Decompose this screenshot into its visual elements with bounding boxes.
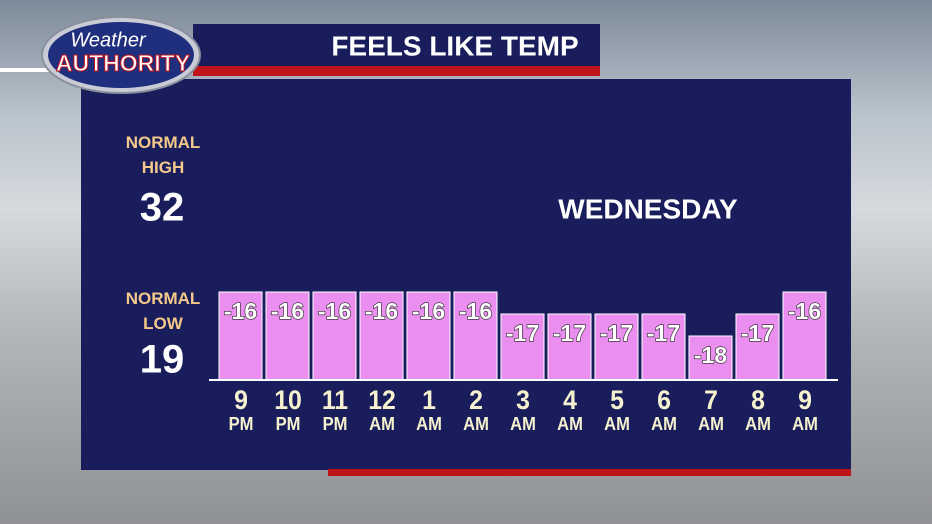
normal-low-label: NORMAL LOW (125, 289, 201, 333)
value-label: -17 (600, 320, 633, 346)
x-tick-label: 10 PM (273, 385, 302, 434)
x-tick-label: 11 PM (321, 385, 348, 434)
logo-text: Weather (70, 29, 147, 51)
bar (359, 291, 404, 381)
value-label: -16 (412, 298, 445, 324)
normal-high-label: NORMAL HIGH (125, 133, 201, 177)
panel (81, 79, 851, 470)
day-label: WEDNESDAY (558, 193, 738, 224)
normal-high-value: 32 (140, 186, 185, 230)
bar (218, 291, 263, 381)
value-label: -17 (506, 320, 539, 346)
x-tick-label: 8 AM (744, 385, 771, 434)
value-label: -17 (553, 320, 586, 346)
value-label: -17 (647, 320, 680, 346)
bar (500, 313, 545, 381)
bar (453, 291, 498, 381)
value-label: -16 (459, 298, 492, 324)
title-banner (193, 24, 600, 69)
chart-title: FEELS LIKE TEMP (331, 30, 578, 61)
x-tick-label: 6 AM (650, 385, 677, 434)
bar (265, 291, 310, 381)
bar (594, 313, 639, 381)
bar (547, 313, 592, 381)
bar (641, 313, 686, 381)
bar (688, 335, 733, 381)
x-tick-label: 9 PM (228, 385, 253, 434)
x-tick-label: 3 AM (509, 385, 536, 434)
logo-text: AUTHORITY (56, 50, 190, 76)
logo-inner (48, 22, 194, 88)
x-tick-label: 12 AM (367, 385, 396, 434)
bar (406, 291, 451, 381)
x-tick-label: 9 AM (791, 385, 818, 434)
title-underline (193, 66, 600, 76)
bar (782, 291, 827, 381)
value-label: -16 (365, 298, 398, 324)
value-label: -16 (271, 298, 304, 324)
value-label: -18 (694, 342, 727, 368)
x-tick-label: 7 AM (697, 385, 724, 434)
value-label: -16 (318, 298, 351, 324)
x-tick-label: 5 AM (603, 385, 630, 434)
x-tick-label: 1 AM (415, 385, 442, 434)
normal-low-value: 19 (140, 338, 185, 382)
accent-bar (328, 469, 851, 476)
value-label: -16 (224, 298, 257, 324)
value-label: -17 (741, 320, 774, 346)
value-label: -16 (788, 298, 821, 324)
x-tick-label: 4 AM (556, 385, 583, 434)
bar (735, 313, 780, 381)
x-tick-label: 2 AM (462, 385, 489, 434)
bar (312, 291, 357, 381)
